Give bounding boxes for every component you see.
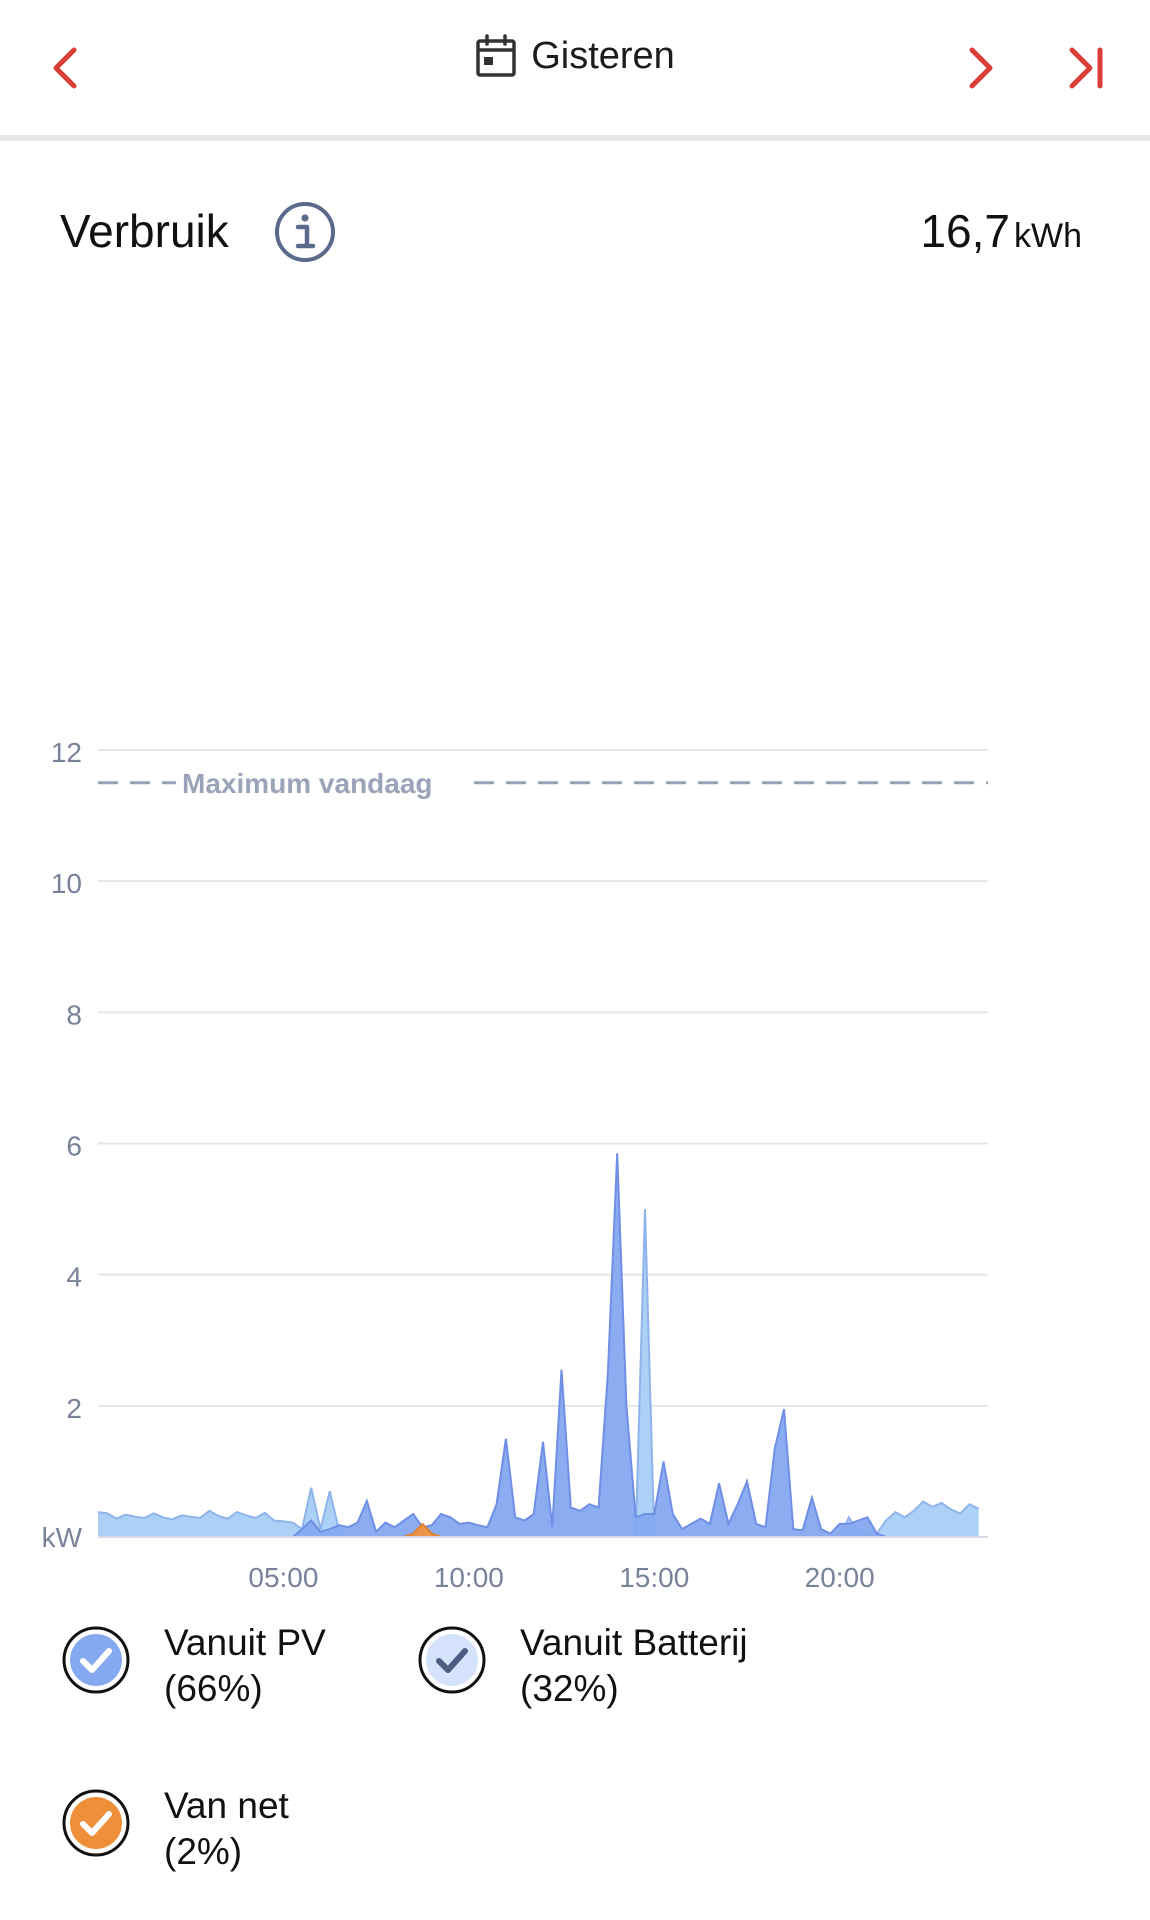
chevron-left-icon [53,47,77,89]
x-tick-label: 20:00 [805,1562,875,1593]
legend-name: Van net [164,1785,289,1826]
legend-percent: (32%) [520,1668,619,1709]
y-tick-label: 6 [66,1131,82,1162]
last-day-button[interactable] [1056,38,1116,98]
total-consumption: 16,7 kWh [920,204,1082,258]
y-tick-label: 2 [66,1393,82,1424]
y-tick-label: 12 [51,737,82,768]
section-title: Verbruik [60,205,229,257]
x-tick-label: 10:00 [434,1562,504,1593]
legend-label: Vanuit PV (66%) [164,1620,326,1712]
y-tick-label: 4 [66,1262,82,1293]
legend-item-battery[interactable]: Vanuit Batterij (32%) [418,1620,748,1712]
chevron-right-icon [969,47,993,89]
top-bar-divider [0,135,1150,141]
top-bar: Gisteren [0,0,1150,135]
legend-percent: (66%) [164,1668,263,1709]
check-circle-icon [62,1626,130,1694]
total-value: 16,7 [920,205,1010,257]
series-line-vanuit-pv [98,1153,979,1538]
legend-percent: (2%) [164,1831,243,1872]
skip-to-end-icon [1069,47,1103,89]
legend-name: Vanuit Batterij [520,1622,748,1663]
x-tick-label: 05:00 [248,1562,318,1593]
x-tick-label: 15:00 [619,1562,689,1593]
legend-label: Vanuit Batterij (32%) [520,1620,748,1712]
legend-label: Van net (2%) [164,1783,289,1875]
date-selector[interactable]: Gisteren [0,34,1150,83]
legend-item-grid[interactable]: Van net (2%) [62,1783,289,1875]
y-tick-label: 10 [51,868,82,899]
legend-item-pv[interactable]: Vanuit PV (66%) [62,1620,326,1712]
y-tick-label: 8 [66,999,82,1030]
info-icon[interactable] [274,201,336,263]
previous-day-button[interactable] [36,38,96,98]
calendar-icon [476,34,516,77]
check-circle-icon [418,1626,486,1694]
y-axis-unit-label: kW [42,1522,83,1553]
reference-line-label: Maximum vandaag [182,768,433,799]
check-circle-icon [62,1789,130,1857]
next-day-button[interactable] [950,38,1010,98]
date-label: Gisteren [531,34,675,77]
total-unit: kWh [1014,217,1082,255]
legend-name: Vanuit PV [164,1622,326,1663]
consumption-chart: 2 4 6 8 10 12 kW Maximum vandaag 05:00 10:00 15:00… [42,737,988,1593]
